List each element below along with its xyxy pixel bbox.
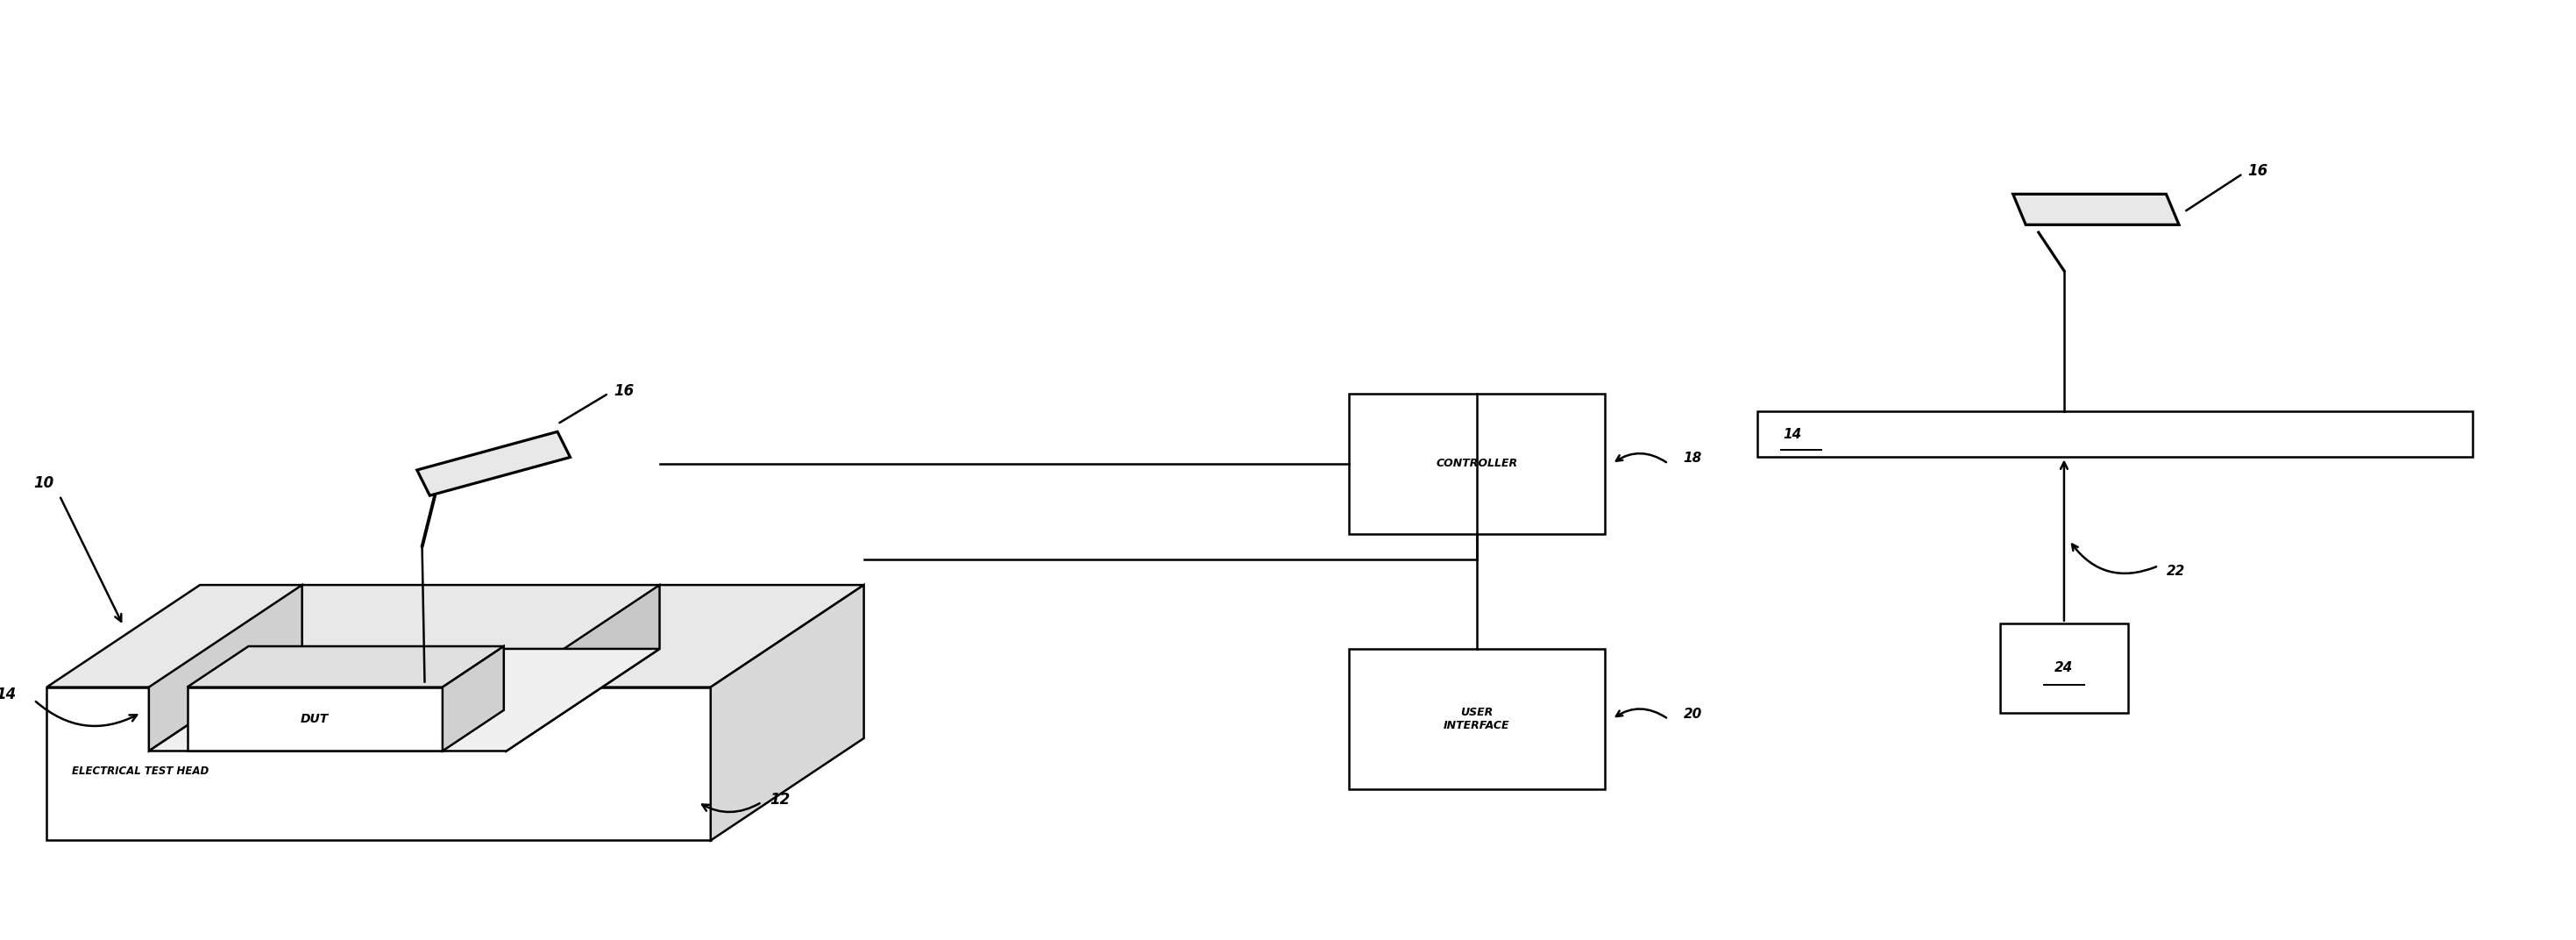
Polygon shape xyxy=(46,585,863,687)
Polygon shape xyxy=(149,649,659,751)
Polygon shape xyxy=(417,431,569,495)
Text: 24: 24 xyxy=(2056,662,2074,675)
Bar xyxy=(1350,649,1605,790)
Text: 14: 14 xyxy=(1783,428,1801,441)
Polygon shape xyxy=(2012,194,2179,225)
Polygon shape xyxy=(507,585,659,751)
Bar xyxy=(1999,623,2128,713)
Text: CONTROLLER: CONTROLLER xyxy=(1435,458,1517,469)
Polygon shape xyxy=(188,687,443,751)
Text: 12: 12 xyxy=(770,791,791,807)
Bar xyxy=(1350,393,1605,534)
Text: USER
INTERFACE: USER INTERFACE xyxy=(1443,707,1510,731)
Text: 18: 18 xyxy=(1685,452,1703,465)
Polygon shape xyxy=(443,647,505,751)
Text: 22: 22 xyxy=(2166,564,2184,577)
Polygon shape xyxy=(149,585,301,751)
Bar xyxy=(1757,411,2473,457)
Text: DUT: DUT xyxy=(301,713,330,726)
Text: 14: 14 xyxy=(0,687,15,703)
Polygon shape xyxy=(188,647,505,687)
Text: 16: 16 xyxy=(2249,164,2269,179)
Polygon shape xyxy=(46,687,711,840)
Text: 20: 20 xyxy=(1685,708,1703,721)
Polygon shape xyxy=(711,585,863,840)
Text: ELECTRICAL TEST HEAD: ELECTRICAL TEST HEAD xyxy=(72,766,209,777)
Text: 16: 16 xyxy=(613,383,634,399)
Text: 10: 10 xyxy=(33,475,54,491)
